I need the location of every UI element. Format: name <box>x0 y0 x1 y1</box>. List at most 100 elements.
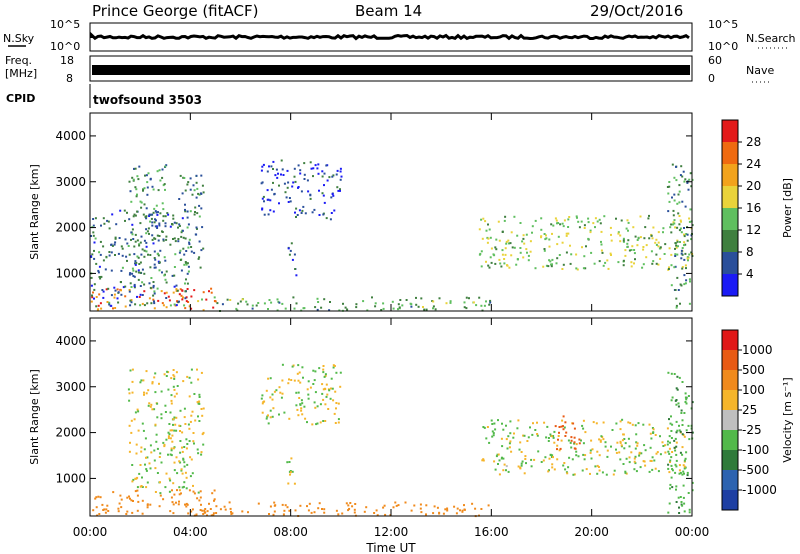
scatter-point <box>112 491 115 494</box>
scatter-point <box>198 204 201 207</box>
scatter-point <box>142 379 145 382</box>
scatter-point <box>186 463 189 466</box>
scatter-point <box>392 506 395 509</box>
scatter-point <box>562 415 565 418</box>
velocity-colorbar-swatches <box>722 330 738 511</box>
scatter-point <box>290 379 293 381</box>
scatter-point <box>106 301 109 303</box>
scatter-point <box>527 259 530 262</box>
scatter-point <box>575 253 578 256</box>
colorbar-swatch <box>722 350 738 371</box>
scatter-point <box>151 382 154 385</box>
scatter-point <box>239 300 242 303</box>
scatter-point <box>210 291 213 294</box>
scatter-point <box>187 181 190 184</box>
scatter-point <box>295 274 298 277</box>
scatter-point <box>585 468 588 471</box>
scatter-point <box>487 504 490 507</box>
scatter-point <box>323 511 326 514</box>
scatter-point <box>287 201 290 203</box>
scatter-point <box>303 405 306 408</box>
scatter-point <box>141 248 144 251</box>
scatter-point <box>164 225 167 228</box>
scatter-point <box>99 277 102 280</box>
scatter-point <box>184 261 187 263</box>
scatter-point <box>328 389 331 392</box>
scatter-point <box>139 285 142 287</box>
scatter-point <box>626 246 629 248</box>
freq-tick-top: 18 <box>60 54 74 67</box>
scatter-point <box>165 235 168 238</box>
scatter-point <box>684 264 687 267</box>
scatter-point <box>491 435 494 438</box>
scatter-point <box>156 472 159 474</box>
scatter-point <box>190 458 193 461</box>
scatter-point <box>192 490 195 493</box>
scatter-point <box>555 262 558 265</box>
scatter-point <box>145 469 148 472</box>
scatter-point <box>656 451 659 454</box>
scatter-point <box>278 202 280 205</box>
scatter-point <box>624 442 627 445</box>
scatter-point <box>271 415 274 418</box>
scatter-point <box>156 252 159 255</box>
scatter-point <box>273 501 276 504</box>
scatter-point <box>332 174 335 177</box>
scatter-point <box>445 302 448 305</box>
scatter-point <box>335 509 338 512</box>
scatter-point <box>501 445 504 448</box>
scatter-point <box>93 249 95 252</box>
scatter-point <box>316 405 319 408</box>
scatter-point <box>182 176 185 179</box>
scatter-point <box>482 217 485 220</box>
scatter-point <box>550 435 553 438</box>
scatter-point <box>179 430 181 432</box>
scatter-point <box>314 164 317 167</box>
scatter-point <box>307 397 310 400</box>
scatter-point <box>130 419 133 422</box>
scatter-point <box>173 303 176 306</box>
scatter-point <box>681 253 684 256</box>
scatter-point <box>152 294 155 297</box>
scatter-point <box>131 480 134 483</box>
scatter-point <box>688 217 691 220</box>
scatter-point <box>617 232 620 235</box>
scatter-point <box>129 299 132 302</box>
scatter-point <box>163 445 166 448</box>
freq-label-1: Freq. <box>5 54 32 67</box>
scatter-point <box>119 494 122 497</box>
scatter-point <box>132 269 135 272</box>
scatter-point <box>177 226 179 229</box>
scatter-point <box>180 231 183 234</box>
scatter-point <box>118 502 121 505</box>
scatter-point <box>142 188 145 191</box>
scatter-point <box>480 250 483 253</box>
scatter-point <box>581 469 584 472</box>
scatter-point <box>126 496 129 499</box>
scatter-point <box>184 290 187 293</box>
scatter-point <box>136 509 139 512</box>
scatter-point <box>459 509 461 512</box>
scatter-point <box>173 274 176 277</box>
scatter-point <box>179 409 182 412</box>
scatter-point <box>184 203 186 206</box>
scatter-point <box>681 419 684 422</box>
scatter-point <box>623 447 626 450</box>
scatter-point <box>675 453 678 456</box>
scatter-point <box>291 185 294 188</box>
scatter-point <box>196 368 198 371</box>
scatter-point <box>183 461 186 464</box>
scatter-point <box>100 307 103 310</box>
nave-tick-bottom: 0 <box>708 72 715 85</box>
scatter-point <box>624 470 627 473</box>
scatter-point <box>178 223 181 226</box>
scatter-point <box>630 451 633 454</box>
scatter-point <box>124 238 127 241</box>
scatter-point <box>349 502 352 504</box>
scatter-point <box>383 504 386 507</box>
colorbar-swatch <box>722 230 738 253</box>
scatter-point <box>674 242 677 245</box>
scatter-point <box>280 159 283 162</box>
scatter-point <box>556 222 558 225</box>
scatter-point <box>675 465 678 468</box>
